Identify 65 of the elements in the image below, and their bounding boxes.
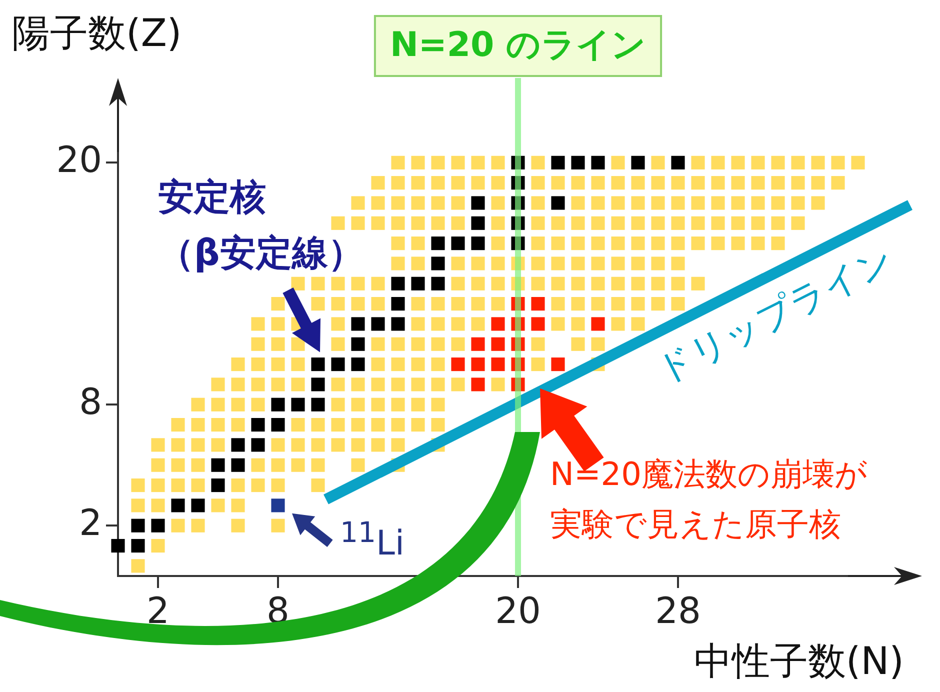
point <box>591 317 605 331</box>
point <box>551 156 565 170</box>
point <box>471 236 485 250</box>
point <box>271 418 285 432</box>
point <box>311 378 325 392</box>
x-tick-label: 20 <box>495 590 541 632</box>
point <box>351 358 365 372</box>
x-tick-label: 2 <box>146 590 170 632</box>
point <box>551 358 565 372</box>
ref-line-label: N=20 のライン <box>390 24 646 65</box>
point <box>131 538 145 553</box>
point <box>631 156 645 170</box>
point <box>471 337 485 351</box>
point <box>151 518 165 532</box>
point <box>171 498 185 512</box>
point <box>431 276 445 290</box>
point <box>351 337 365 351</box>
y-axis-title: 陽子数(Z) <box>12 10 182 57</box>
point <box>331 358 345 372</box>
point <box>351 317 365 331</box>
point <box>271 398 285 412</box>
point <box>491 337 505 351</box>
point <box>111 538 125 553</box>
point <box>551 196 565 210</box>
point <box>471 358 485 372</box>
point <box>251 438 265 452</box>
point <box>471 378 485 392</box>
point <box>191 498 205 512</box>
point <box>311 358 325 372</box>
point <box>431 256 445 270</box>
point <box>391 297 405 311</box>
point <box>571 156 585 170</box>
point <box>271 498 285 512</box>
annotation: 安定核（β安定線） <box>158 176 364 276</box>
point <box>451 358 465 372</box>
point <box>491 358 505 372</box>
point <box>231 438 245 452</box>
point <box>491 317 505 331</box>
annotation: $^{11}$Li <box>340 515 404 566</box>
point <box>431 236 445 250</box>
point <box>471 216 485 230</box>
point <box>451 236 465 250</box>
point <box>591 156 605 170</box>
y-tick-label: 2 <box>79 502 102 544</box>
y-tick-label: 20 <box>56 140 102 182</box>
point <box>211 478 225 492</box>
x-tick-label: 28 <box>655 590 701 632</box>
annotation: N=20魔法数の崩壊が実験で見えた原子核 <box>550 454 868 546</box>
point <box>291 398 305 412</box>
point <box>671 156 685 170</box>
point <box>471 196 485 210</box>
point <box>391 317 405 331</box>
point <box>391 276 405 290</box>
point <box>311 398 325 412</box>
point <box>531 317 545 331</box>
point <box>251 418 265 432</box>
point <box>231 458 245 472</box>
x-axis-title: 中性子数(N) <box>694 638 904 685</box>
point <box>131 518 145 532</box>
text: ドリップライン <box>650 238 900 392</box>
y-tick-label: 8 <box>79 382 102 423</box>
point <box>411 276 425 290</box>
point <box>531 297 545 311</box>
point <box>371 317 385 331</box>
point <box>211 458 225 472</box>
